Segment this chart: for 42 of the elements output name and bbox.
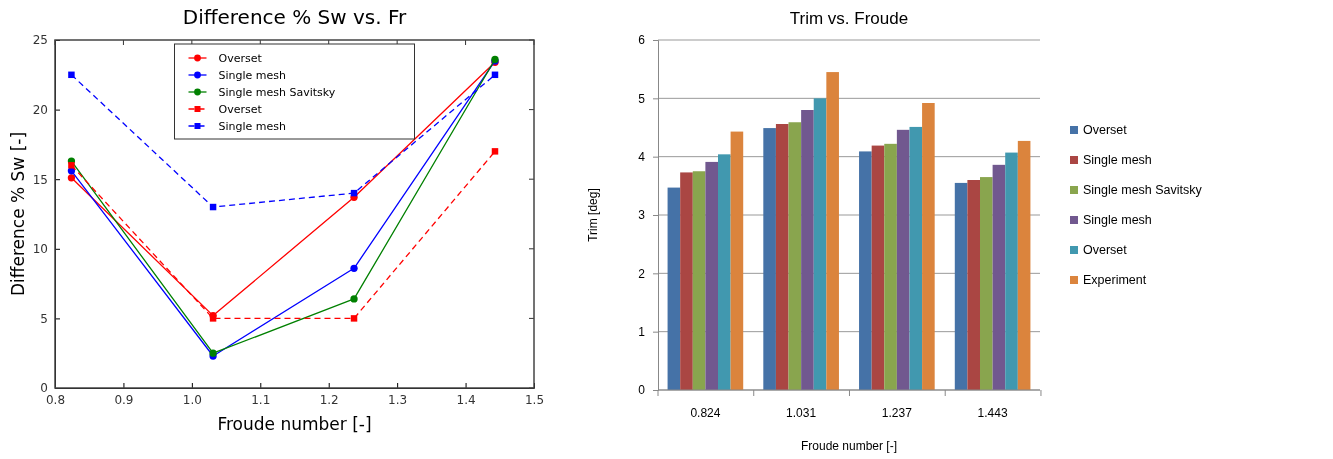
x-tick-label: 1.4 bbox=[456, 392, 476, 407]
chart-title: Difference % Sw vs. Fr bbox=[182, 5, 408, 29]
y-axis-title: Trim [deg] bbox=[586, 188, 600, 242]
legend-label: Single mesh Savitsky bbox=[218, 85, 336, 99]
chart-title: Trim vs. Froude bbox=[789, 9, 909, 28]
y-tick-label: 1 bbox=[638, 325, 646, 340]
legend-label: Single mesh bbox=[218, 68, 287, 82]
legend-label: Single mesh bbox=[1083, 153, 1152, 168]
x-tick-label: 1.443 bbox=[977, 406, 1008, 420]
x-tick-label: 0.824 bbox=[690, 406, 721, 420]
x-tick-label: 1.2 bbox=[319, 392, 339, 407]
x-axis-title: Froude number [-] bbox=[800, 439, 898, 453]
y-tick-label: 15 bbox=[32, 172, 48, 187]
legend-label: Single mesh bbox=[218, 119, 287, 133]
legend-label: Overset bbox=[218, 51, 263, 65]
x-tick-label: 1.237 bbox=[881, 406, 913, 420]
y-tick-label: 5 bbox=[40, 311, 48, 326]
y-tick-label: 25 bbox=[32, 33, 48, 48]
x-tick-label: 1.0 bbox=[182, 392, 202, 407]
x-tick-label: 1.031 bbox=[786, 406, 817, 420]
legend-label: Experiment bbox=[1083, 273, 1147, 288]
y-tick-label: 3 bbox=[638, 208, 646, 223]
y-tick-label: 0 bbox=[638, 383, 646, 398]
x-tick-label: 1.5 bbox=[524, 392, 545, 407]
y-tick-label: 2 bbox=[638, 266, 646, 281]
x-tick-label: 1.3 bbox=[388, 392, 408, 407]
y-tick-label: 0 bbox=[40, 381, 48, 396]
legend-label: Single mesh bbox=[1083, 213, 1152, 228]
x-tick-label: 0.9 bbox=[114, 392, 134, 407]
legend-label: Overset bbox=[1083, 243, 1128, 258]
legend-label: Overset bbox=[1083, 123, 1128, 138]
y-axis-title: Difference % Sw [-] bbox=[8, 131, 28, 297]
x-tick-label: 0.8 bbox=[45, 392, 66, 407]
x-tick-label: 1.1 bbox=[251, 392, 271, 407]
legend-label: Overset bbox=[218, 102, 263, 116]
y-tick-label: 4 bbox=[638, 150, 646, 165]
x-axis-title: Froude number [-] bbox=[217, 414, 372, 434]
y-tick-label: 6 bbox=[638, 33, 646, 48]
y-tick-label: 5 bbox=[638, 91, 646, 106]
y-tick-label: 10 bbox=[32, 242, 48, 257]
legend-label: Single mesh Savitsky bbox=[1083, 183, 1203, 198]
y-tick-label: 20 bbox=[32, 102, 48, 117]
